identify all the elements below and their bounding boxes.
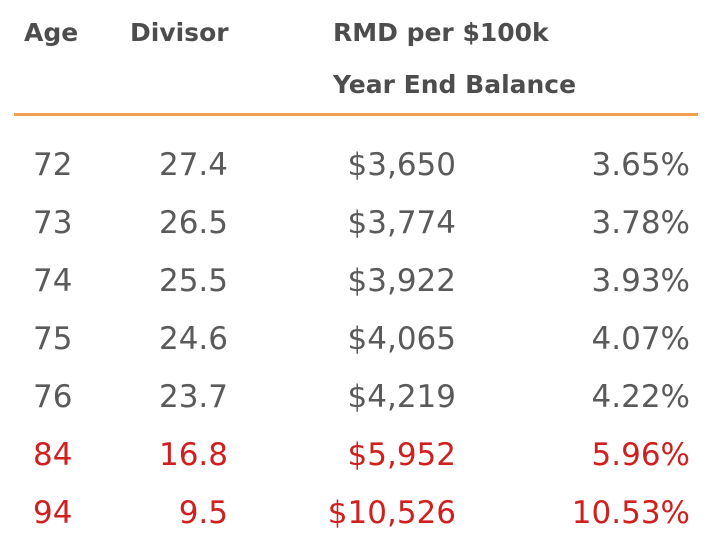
- divisor-cell: 23.7: [158, 379, 228, 415]
- percent-cell: 5.96%: [591, 437, 690, 473]
- percent-cell: 3.93%: [591, 263, 690, 299]
- header-divider: [14, 113, 698, 116]
- header-year-end-balance: Year End Balance: [333, 70, 577, 99]
- rmd-cell: $3,650: [347, 147, 456, 183]
- divisor-cell: 9.5: [178, 495, 228, 531]
- age-cell: 75: [33, 321, 73, 357]
- percent-cell: 10.53%: [571, 495, 690, 531]
- divisor-cell: 26.5: [158, 205, 228, 241]
- percent-cell: 3.78%: [591, 205, 690, 241]
- rmd-cell: $5,952: [347, 437, 456, 473]
- table-row: 76 23.7 $4,219 4.22%: [0, 375, 720, 425]
- divisor-cell: 16.8: [158, 437, 228, 473]
- table-row: 73 26.5 $3,774 3.78%: [0, 201, 720, 251]
- divisor-cell: 27.4: [158, 147, 228, 183]
- percent-cell: 3.65%: [591, 147, 690, 183]
- age-cell: 84: [33, 437, 73, 473]
- percent-cell: 4.22%: [591, 379, 690, 415]
- rmd-cell: $4,219: [347, 379, 456, 415]
- table-row: 75 24.6 $4,065 4.07%: [0, 317, 720, 367]
- age-cell: 74: [33, 263, 73, 299]
- rmd-cell: $3,774: [347, 205, 456, 241]
- divisor-cell: 24.6: [158, 321, 228, 357]
- table-row: 72 27.4 $3,650 3.65%: [0, 143, 720, 193]
- header-age: Age: [24, 18, 79, 47]
- rmd-cell: $3,922: [347, 263, 456, 299]
- age-cell: 72: [33, 147, 73, 183]
- table-row-highlighted: 94 9.5 $10,526 10.53%: [0, 491, 720, 541]
- header-divisor: Divisor: [130, 18, 229, 47]
- rmd-cell: $4,065: [347, 321, 456, 357]
- percent-cell: 4.07%: [591, 321, 690, 357]
- age-cell: 76: [33, 379, 73, 415]
- table-row: 74 25.5 $3,922 3.93%: [0, 259, 720, 309]
- age-cell: 94: [33, 495, 73, 531]
- divisor-cell: 25.5: [158, 263, 228, 299]
- rmd-cell: $10,526: [327, 495, 456, 531]
- age-cell: 73: [33, 205, 73, 241]
- table-row-highlighted: 84 16.8 $5,952 5.96%: [0, 433, 720, 483]
- header-rmd-per-100k: RMD per $100k: [333, 18, 549, 47]
